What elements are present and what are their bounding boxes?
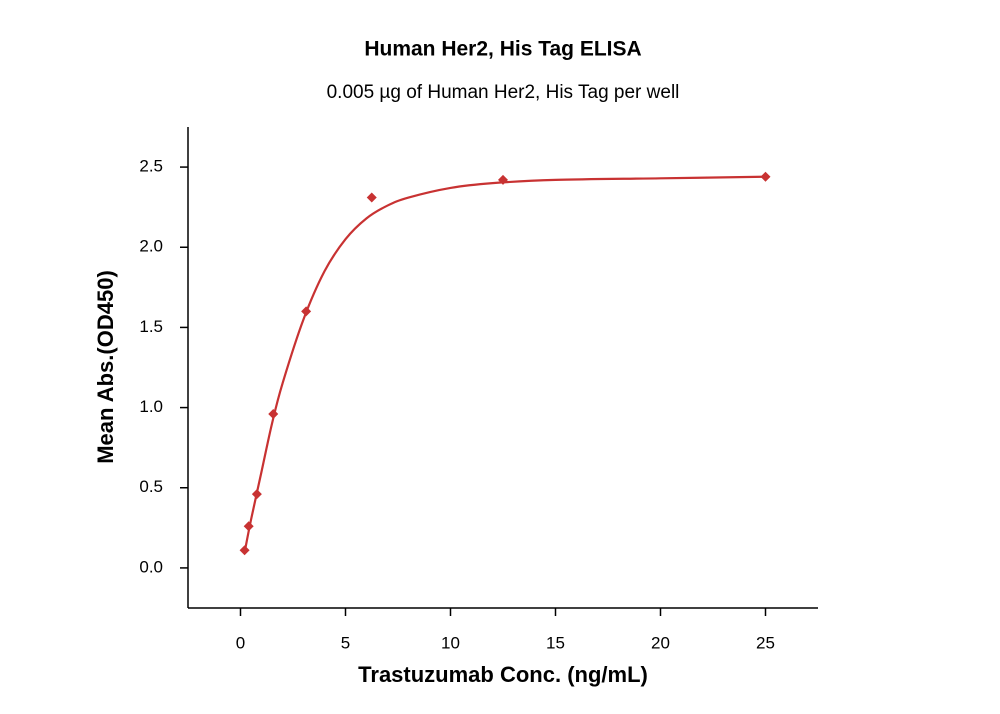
fit-curve (243, 175, 766, 553)
data-point (366, 192, 377, 203)
data-point (760, 171, 771, 182)
x-axis-label: Trastuzumab Conc. (ng/mL) (358, 662, 648, 687)
x-tick-label: 20 (651, 633, 670, 652)
data-point (301, 306, 312, 317)
y-tick-label: 0.5 (139, 477, 163, 496)
y-tick-label: 1.5 (139, 317, 163, 336)
y-tick-label: 2.0 (139, 237, 163, 256)
x-tick-label: 10 (441, 633, 460, 652)
x-tick-label: 15 (546, 633, 565, 652)
data-point (239, 545, 250, 556)
y-tick-label: 1.0 (139, 397, 163, 416)
data-point (498, 174, 508, 185)
data-point (268, 408, 279, 419)
x-tick-label: 0 (236, 633, 245, 652)
x-tick-label: 25 (756, 633, 775, 652)
x-tick-label: 5 (341, 633, 350, 652)
y-tick-label: 0.0 (139, 557, 163, 576)
chart-subtitle: 0.005 µg of Human Her2, His Tag per well (327, 82, 680, 103)
chart-title: Human Her2, His Tag ELISA (364, 38, 641, 61)
data-point (251, 489, 262, 500)
y-tick-label: 2.5 (139, 157, 163, 176)
y-axis-label: Mean Abs.(OD450) (93, 270, 118, 464)
data-point (243, 521, 254, 532)
